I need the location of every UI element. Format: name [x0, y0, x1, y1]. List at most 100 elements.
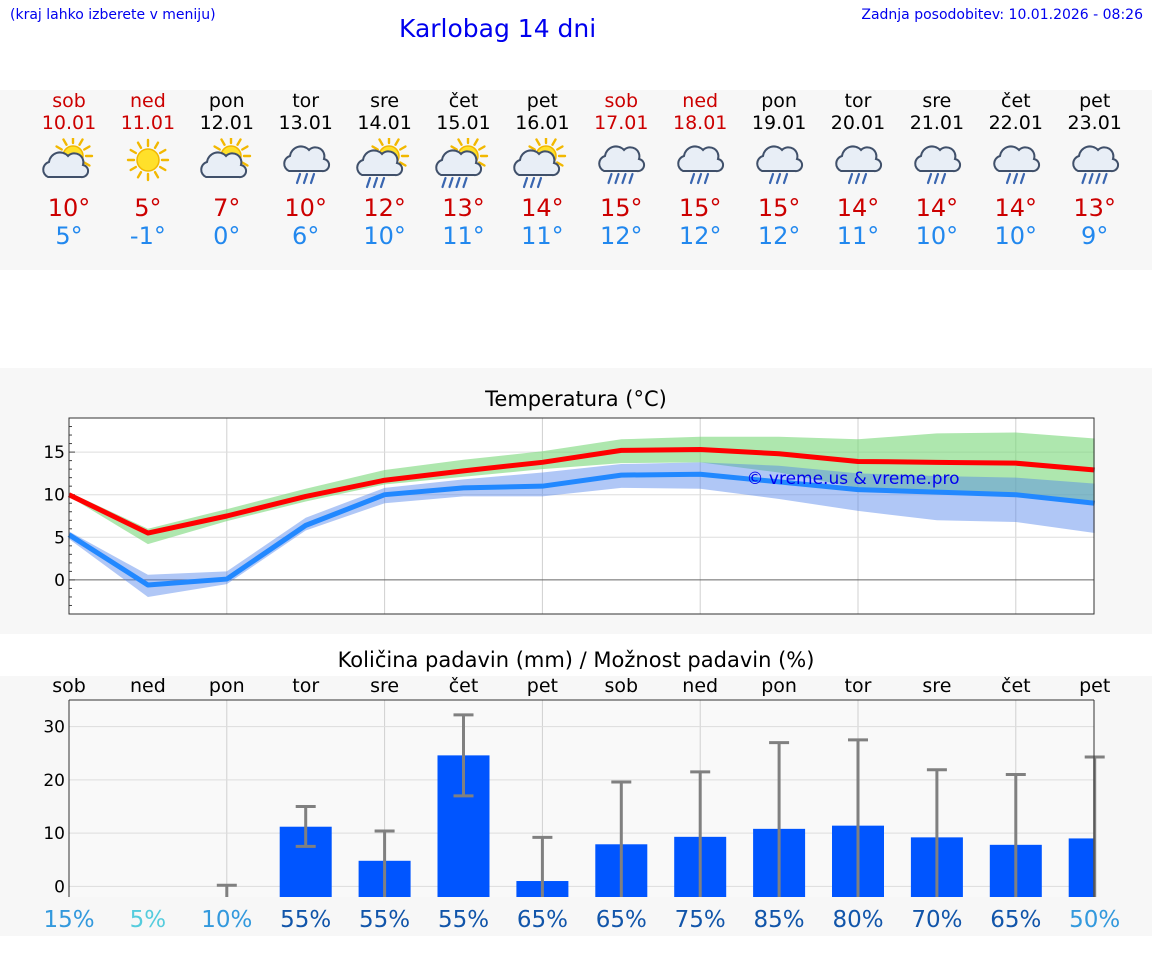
day-column: tor 13.01 10° 6° — [266, 90, 346, 250]
min-temperature: 0° — [213, 222, 241, 250]
rain-drop — [1102, 172, 1108, 185]
day-name: čet — [448, 90, 479, 112]
min-temperature: 10° — [363, 222, 406, 250]
rain-drop — [1081, 172, 1087, 185]
cloud-shape — [598, 145, 646, 173]
min-temperature: 11° — [836, 222, 880, 250]
day-column: sob 17.01 15° 12° — [581, 90, 661, 250]
precipitation-chart-title: Količina padavin (mm) / Možnost padavin … — [337, 648, 815, 672]
cloud-shape — [914, 145, 961, 173]
day-name: tor — [844, 90, 872, 112]
day-date: 12.01 — [199, 112, 254, 134]
day-date: 14.01 — [357, 112, 412, 134]
sun-cloud-rain-icon — [513, 138, 567, 189]
sun-ray — [153, 141, 160, 150]
day-label: pon — [761, 675, 797, 697]
max-temperature-line — [67, 447, 1095, 536]
cloud-rain-icon — [993, 145, 1040, 185]
day-column: pon 19.01 15° 12° — [739, 90, 819, 250]
rain-drop — [440, 176, 447, 189]
day-name: pet — [1079, 90, 1111, 112]
cloud-shape — [42, 151, 90, 179]
precipitation-probability: 55% — [438, 907, 489, 933]
rain-drop — [775, 172, 782, 185]
sun-ray — [528, 145, 537, 151]
y-tick-label: 0 — [54, 571, 65, 591]
day-name: sob — [604, 90, 639, 112]
rain-drop — [628, 172, 634, 185]
day-date: 17.01 — [594, 112, 649, 134]
day-date: 15.01 — [436, 112, 491, 134]
day-name: ned — [129, 90, 166, 112]
rain-drop — [302, 172, 308, 185]
sun-ray — [535, 138, 542, 146]
sun-ray — [556, 145, 565, 151]
day-name: pet — [526, 90, 558, 112]
sun-ray — [370, 145, 379, 151]
rain-drop — [854, 172, 861, 185]
rain-drop — [530, 176, 536, 189]
y-tick-label: 10 — [43, 824, 65, 844]
max-temperature: 15° — [757, 194, 801, 222]
daily-forecast-strip: sob 10.01 10° 5° ned 11.01 5° -1° pon 12.01 7° 0° to… — [0, 90, 1152, 270]
y-tick-label: 0 — [54, 877, 65, 897]
precipitation-probability: 5% — [130, 907, 167, 933]
sun-ray — [78, 138, 84, 146]
max-temperature: 13° — [1073, 194, 1116, 222]
min-temperature: 5° — [55, 222, 83, 250]
location-menu-hint[interactable]: (kraj lahko izberete v meniju) — [10, 7, 216, 23]
rain-drop — [1095, 172, 1101, 185]
sun-ray — [153, 170, 160, 179]
max-temperature: 14° — [521, 194, 564, 222]
day-label: tor — [292, 675, 319, 697]
cloud-shape — [513, 149, 561, 177]
cloud-rain-icon — [835, 145, 883, 185]
sun-ray — [136, 170, 143, 179]
temperature-chart-title: Temperatura (°C) — [485, 387, 667, 411]
cloud-shape — [835, 145, 883, 173]
day-label: ned — [130, 675, 166, 697]
y-tick-label: 15 — [43, 443, 65, 463]
rain-drop — [365, 176, 371, 189]
precipitation-probability: 85% — [754, 907, 805, 933]
precipitation-probability: 65% — [596, 907, 647, 933]
rain-drop — [933, 172, 939, 185]
sun-cloud-icon — [42, 138, 94, 179]
precipitation-probability: 50% — [1069, 907, 1120, 933]
min-temperature: 9° — [1081, 222, 1109, 250]
day-column: pet 16.01 14° 11° — [502, 90, 582, 250]
precipitation-probability: 15% — [43, 907, 94, 933]
day-column: čet 22.01 14° 10° — [976, 90, 1056, 250]
sun-ray — [551, 138, 558, 146]
cloud-rain-icon — [677, 145, 725, 185]
rain-drop — [1088, 172, 1094, 185]
day-label: pet — [1079, 675, 1110, 697]
max-temperature: 10° — [47, 194, 91, 222]
day-column: pet 23.01 13° 9° — [1055, 90, 1135, 250]
cloud-shape — [200, 151, 247, 179]
sun-ray — [129, 165, 137, 172]
rain-drop — [372, 176, 378, 189]
precipitation-probability: 75% — [675, 907, 726, 933]
min-temperature: 11° — [442, 222, 485, 250]
day-name: čet — [1001, 90, 1031, 112]
sun-ray — [240, 161, 249, 167]
sun-icon — [126, 138, 170, 182]
last-updated: Zadnja posodobitev: 10.01.2026 - 08:26 — [861, 7, 1143, 23]
precipitation-chart: sob ned pon tor sre čet pet sob ned pon tor sre čet p… — [43, 675, 1120, 933]
sun-ray — [213, 145, 221, 151]
cloud-rain-icon — [282, 145, 330, 185]
day-date: 16.01 — [515, 112, 570, 134]
cloud-rain-icon — [914, 145, 961, 185]
max-temperature: 15° — [678, 194, 722, 222]
sun-ray — [398, 161, 407, 167]
day-column: ned 18.01 15° 12° — [660, 90, 740, 250]
day-label: sre — [922, 675, 951, 697]
precipitation-probability: 65% — [517, 907, 568, 933]
day-column: čet 15.01 13° 11° — [424, 90, 504, 250]
precipitation-probability: 80% — [832, 907, 883, 933]
precipitation-probability: 70% — [911, 907, 962, 933]
day-name: ned — [682, 90, 719, 112]
day-label: sre — [370, 675, 399, 697]
y-tick-label: 5 — [54, 528, 65, 548]
